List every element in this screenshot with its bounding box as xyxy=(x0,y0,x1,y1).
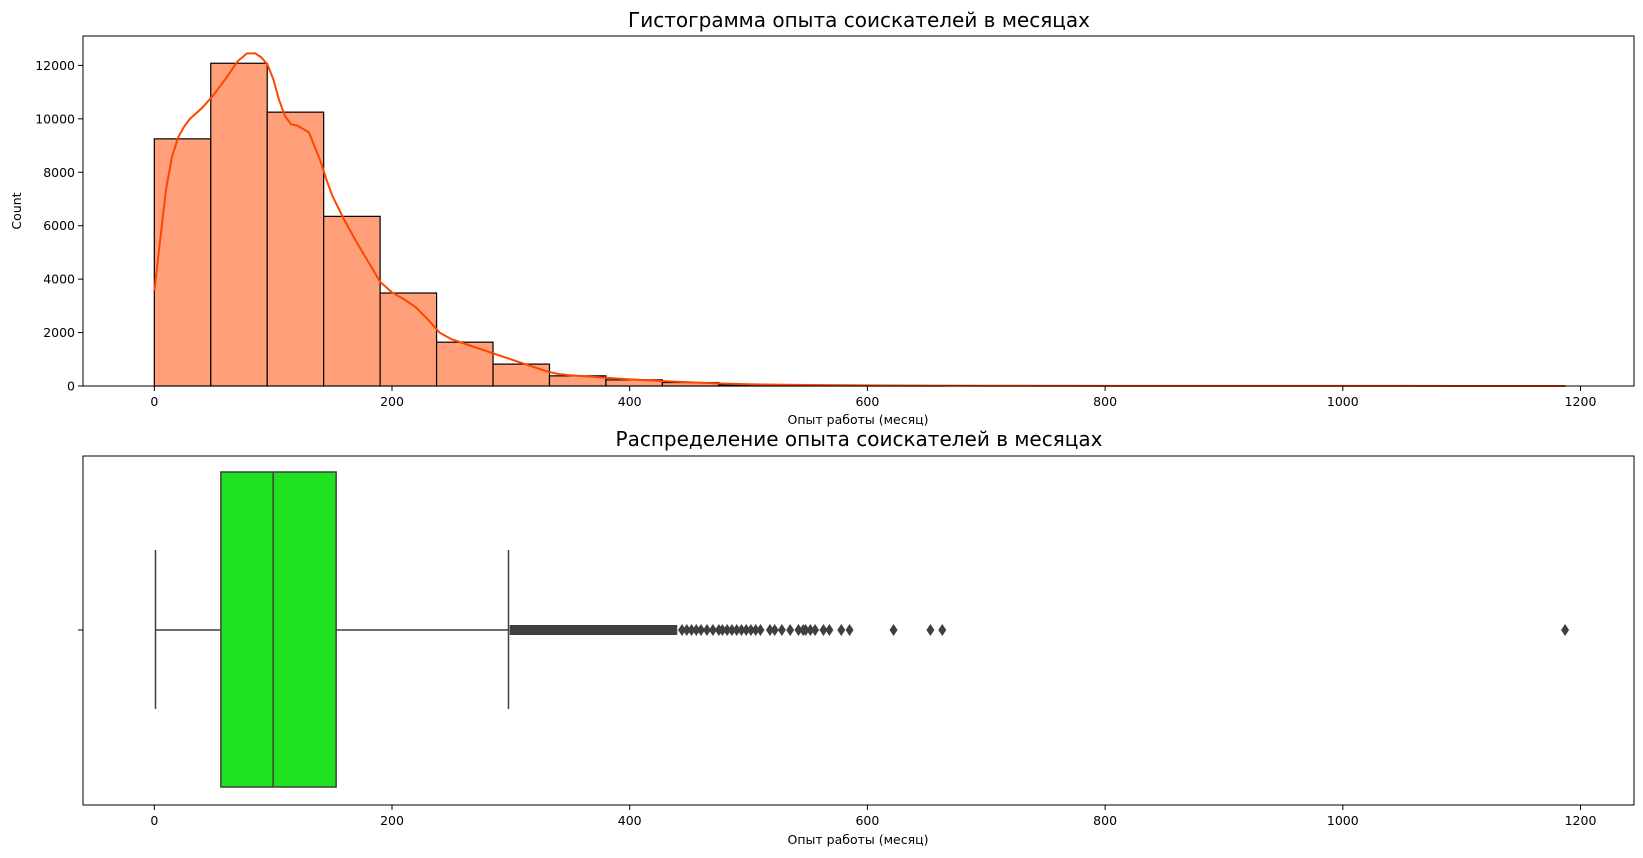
outlier-point xyxy=(786,624,795,636)
outlier-point xyxy=(806,624,815,636)
outlier-point xyxy=(692,624,701,636)
boxplot-panel: Распределение опыта соискателей в месяца… xyxy=(78,427,1635,847)
x-tick-label: 800 xyxy=(1093,394,1117,409)
histogram-panel: Гистограмма опыта соискателей в месяцах … xyxy=(9,8,1635,427)
x-tick-label: 0 xyxy=(150,813,158,828)
y-tick-label: 0 xyxy=(67,379,75,394)
x-tick-label: 800 xyxy=(1093,813,1117,828)
outlier-point xyxy=(770,624,779,636)
outlier-point xyxy=(801,624,810,636)
x-tick-label: 600 xyxy=(855,813,879,828)
outlier-point xyxy=(718,624,727,636)
x-tick-label: 1000 xyxy=(1327,813,1359,828)
x-tick-label: 600 xyxy=(855,394,879,409)
outlier-point xyxy=(742,624,751,636)
outlier-point xyxy=(727,624,736,636)
outlier-point xyxy=(687,624,696,636)
histogram-title: Гистограмма опыта соискателей в месяцах xyxy=(628,8,1090,32)
boxplot-elements xyxy=(154,471,1570,788)
x-tick-label: 1200 xyxy=(1565,813,1597,828)
histogram-x-ticks: 0 200 400 600 800 1000 1200 xyxy=(150,386,1596,409)
y-tick-label: 6000 xyxy=(43,218,75,233)
outlier-point xyxy=(889,624,898,636)
x-tick-label: 200 xyxy=(380,813,404,828)
outlier-point xyxy=(1561,624,1570,636)
outlier-point xyxy=(845,624,854,636)
outlier-point xyxy=(756,624,765,636)
histogram-bar xyxy=(435,341,494,387)
y-tick-label: 8000 xyxy=(43,165,75,180)
histogram-bar xyxy=(323,215,381,387)
outlier-point xyxy=(723,624,732,636)
x-tick-label: 200 xyxy=(380,394,404,409)
outlier-point xyxy=(825,624,834,636)
outlier-point xyxy=(708,624,717,636)
histogram-bars xyxy=(153,62,1567,387)
outlier-point xyxy=(819,624,828,636)
outlier-point xyxy=(702,624,711,636)
x-tick-label: 400 xyxy=(618,813,642,828)
outlier-point xyxy=(732,624,741,636)
outlier-point xyxy=(751,624,760,636)
histogram-y-axis-label: Count xyxy=(9,192,24,229)
interquartile-box xyxy=(220,471,337,788)
y-tick-label: 2000 xyxy=(43,325,75,340)
histogram-x-axis-label: Опыт работы (месяц) xyxy=(788,412,929,427)
outlier-point xyxy=(746,624,755,636)
histogram-bar xyxy=(379,292,438,387)
boxplot-title: Распределение опыта соискателей в месяца… xyxy=(616,427,1103,451)
x-tick-label: 0 xyxy=(150,394,158,409)
boxplot-x-axis-label: Опыт работы (месяц) xyxy=(788,832,929,847)
outlier-cluster xyxy=(509,625,678,635)
histogram-bar xyxy=(153,138,212,387)
histogram-axes-frame xyxy=(82,35,1635,387)
outlier-point xyxy=(678,624,687,636)
outlier-point xyxy=(811,624,820,636)
outlier-point xyxy=(682,624,691,636)
kde-line xyxy=(153,52,1566,387)
histogram-y-ticks: 0 2000 4000 6000 8000 10000 12000 xyxy=(35,58,83,394)
outlier-point xyxy=(697,624,706,636)
x-tick-label: 1200 xyxy=(1565,394,1597,409)
x-tick-label: 1000 xyxy=(1327,394,1359,409)
y-tick-label: 10000 xyxy=(35,111,75,126)
histogram-bar xyxy=(266,111,325,387)
histogram-bar xyxy=(210,62,268,387)
boxplot-x-ticks: 0 200 400 600 800 1000 1200 xyxy=(150,805,1596,828)
outlier-point xyxy=(794,624,803,636)
y-tick-label: 4000 xyxy=(43,272,75,287)
outlier-point xyxy=(765,624,774,636)
outlier-point xyxy=(926,624,935,636)
x-tick-label: 400 xyxy=(618,394,642,409)
outlier-point xyxy=(938,624,947,636)
y-tick-label: 12000 xyxy=(35,58,75,73)
outlier-point xyxy=(737,624,746,636)
histogram-bar xyxy=(492,363,551,387)
outlier-point xyxy=(777,624,786,636)
outlier-point xyxy=(837,624,846,636)
